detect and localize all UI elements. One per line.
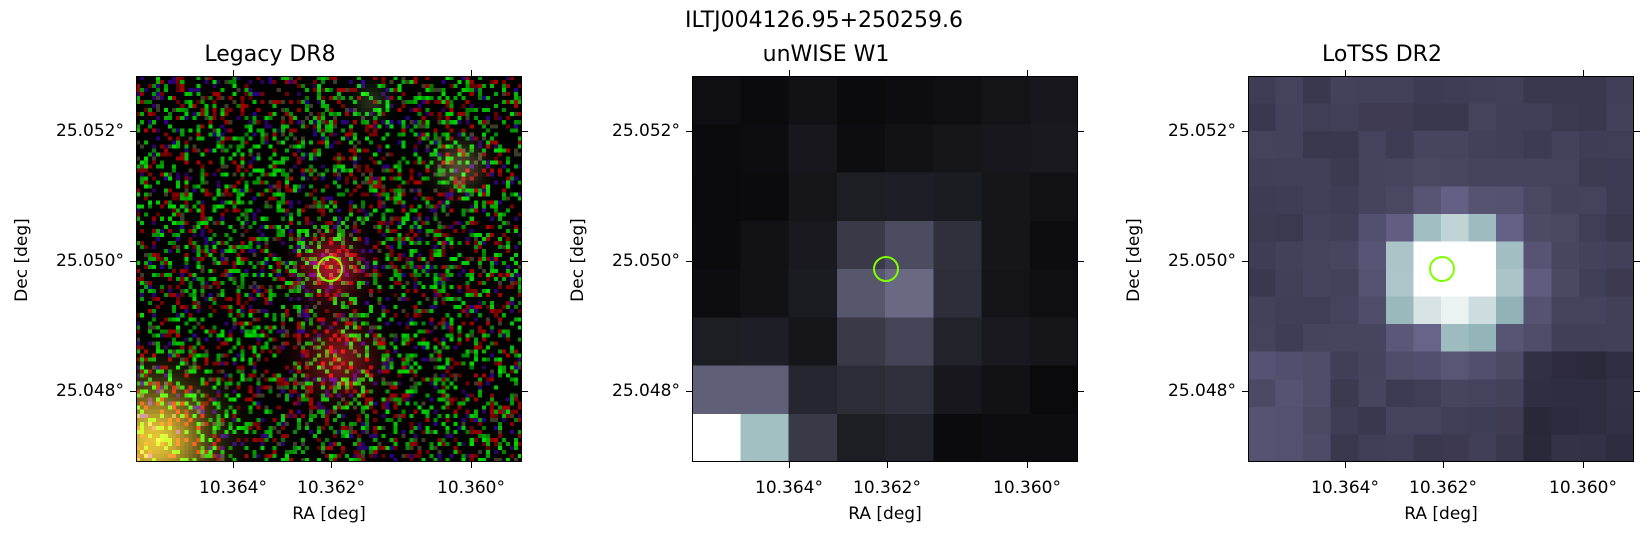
panel-lotss-dr2: LoTSS DR2 Dec [deg] RA [deg] 25.052° 25.… — [1112, 0, 1648, 539]
panel-title: Legacy DR8 — [204, 42, 336, 67]
source-marker-circle — [317, 256, 343, 282]
panel-unwise-w1: unWISE W1 Dec [deg] RA [deg] 25.052° 25.… — [556, 0, 1096, 539]
panel-legacy-dr8: Legacy DR8 Dec [deg] RA [deg] 25.052° 25… — [0, 0, 540, 539]
x-axis-label: RA [deg] — [292, 504, 366, 524]
source-marker-circle — [1429, 256, 1455, 282]
source-marker-circle — [873, 256, 899, 282]
x-tick-label: 10.364° — [755, 478, 823, 498]
y-tick-label: 25.048° — [1168, 381, 1236, 401]
y-tick-label: 25.048° — [612, 381, 680, 401]
x-tick-label: 10.360° — [437, 478, 505, 498]
y-tick-label: 25.050° — [612, 251, 680, 271]
y-tick-label: 25.052° — [56, 121, 124, 141]
x-tick-label: 10.364° — [1311, 478, 1379, 498]
y-tick-label: 25.052° — [612, 121, 680, 141]
figure-title: ILTJ004126.95+250259.6 — [684, 8, 964, 33]
panel-title: unWISE W1 — [762, 42, 890, 67]
x-tick-label: 10.362° — [853, 478, 921, 498]
x-tick-label: 10.362° — [1409, 478, 1477, 498]
x-tick-label: 10.360° — [993, 478, 1061, 498]
y-tick-label: 25.050° — [56, 251, 124, 271]
x-tick-label: 10.362° — [297, 478, 365, 498]
x-axis-label: RA [deg] — [1404, 504, 1478, 524]
y-tick-label: 25.048° — [56, 381, 124, 401]
x-tick-label: 10.364° — [199, 478, 267, 498]
x-axis-label: RA [deg] — [848, 504, 922, 524]
y-tick-label: 25.050° — [1168, 251, 1236, 271]
x-tick-label: 10.360° — [1549, 478, 1617, 498]
y-tick-label: 25.052° — [1168, 121, 1236, 141]
panel-title: LoTSS DR2 — [1322, 42, 1442, 67]
